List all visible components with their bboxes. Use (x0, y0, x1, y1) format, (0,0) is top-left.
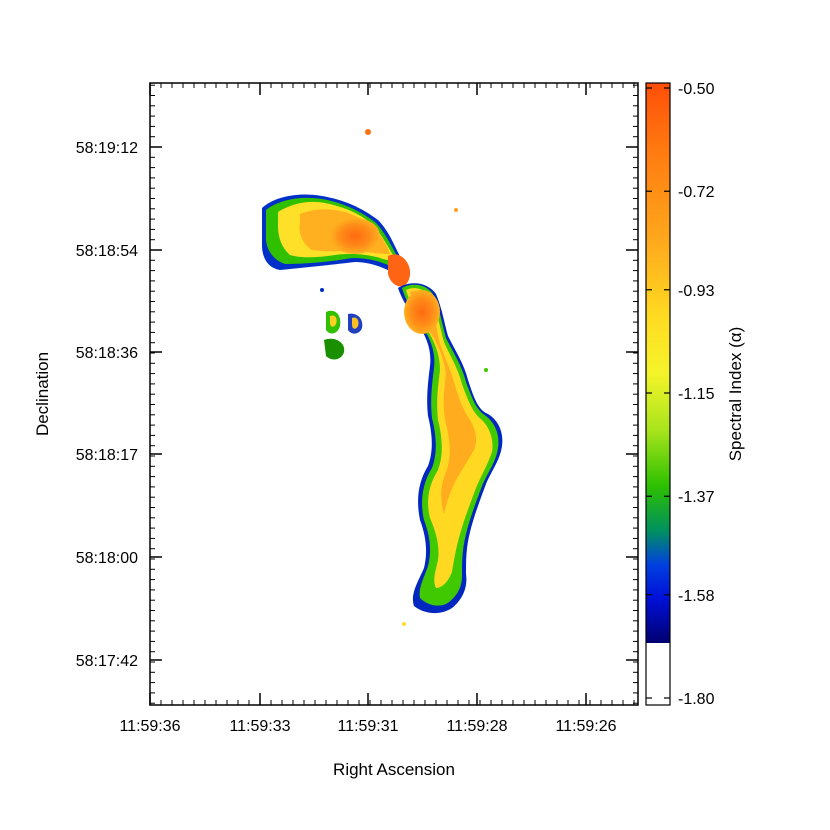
y-tick-label: 58:18:54 (76, 243, 138, 260)
colorbar-tick-label: -1.15 (678, 386, 715, 403)
tail-orange (410, 290, 477, 514)
y-axis-label: Declination (33, 352, 52, 436)
y-tick-label: 58:18:36 (76, 345, 138, 362)
patch-6 (402, 622, 406, 626)
colorbar-tick-label: -1.37 (678, 489, 715, 506)
colorbar-gradient (646, 83, 670, 643)
axis-major-ticks (149, 83, 638, 705)
x-tick-label: 11:59:26 (555, 718, 616, 735)
colorbar-ticks (646, 87, 670, 699)
x-tick-label: 11:59:33 (229, 718, 290, 735)
colorbar-tick-label: -0.72 (678, 184, 715, 201)
patch-5 (454, 208, 458, 212)
colorbar-tick-label: -1.58 (678, 588, 715, 605)
colorbar-tick-labels: -0.50 -0.72 -0.93 -1.15 -1.37 -1.58 -1.80 (678, 81, 715, 708)
colorbar-frame (645, 82, 671, 706)
tail-hotspot (404, 290, 440, 334)
y-tick-labels: 58:19:12 58:18:54 58:18:36 58:18:17 58:18:00… (76, 140, 138, 670)
spectral-index-map (262, 129, 503, 626)
colorbar-tick-label: -1.80 (678, 691, 715, 708)
x-tick-label: 11:59:36 (119, 718, 180, 735)
y-tick-label: 58:18:00 (76, 550, 138, 567)
plot-frame (149, 82, 639, 706)
x-tick-label: 11:59:28 (446, 718, 507, 735)
axis-minor-ticks (149, 83, 638, 705)
patch-3 (324, 338, 345, 360)
colorbar-tick-label: -0.50 (678, 81, 715, 98)
patch-8 (484, 368, 488, 372)
x-axis-label: Right Ascension (333, 760, 455, 779)
colorbar-label: Spectral Index (α) (726, 327, 745, 462)
patch-1-core (330, 315, 337, 327)
y-tick-label: 58:17:42 (76, 653, 138, 670)
y-tick-label: 58:18:17 (76, 447, 138, 464)
colorbar: -0.50 -0.72 -0.93 -1.15 -1.37 -1.58 -1.80 Spec… (645, 81, 745, 708)
patch-2-core (352, 317, 359, 329)
patch-7 (320, 288, 324, 292)
lobe-hotspot (330, 218, 380, 254)
y-tick-label: 58:19:12 (76, 140, 138, 157)
colorbar-tick-label: -0.93 (678, 283, 715, 300)
patch-4 (365, 129, 371, 135)
colorbar-below-range (646, 643, 670, 705)
x-tick-labels: 11:59:36 11:59:33 11:59:31 11:59:28 11:59:26 (119, 718, 616, 735)
core-knot (388, 254, 411, 287)
x-tick-label: 11:59:31 (337, 718, 398, 735)
